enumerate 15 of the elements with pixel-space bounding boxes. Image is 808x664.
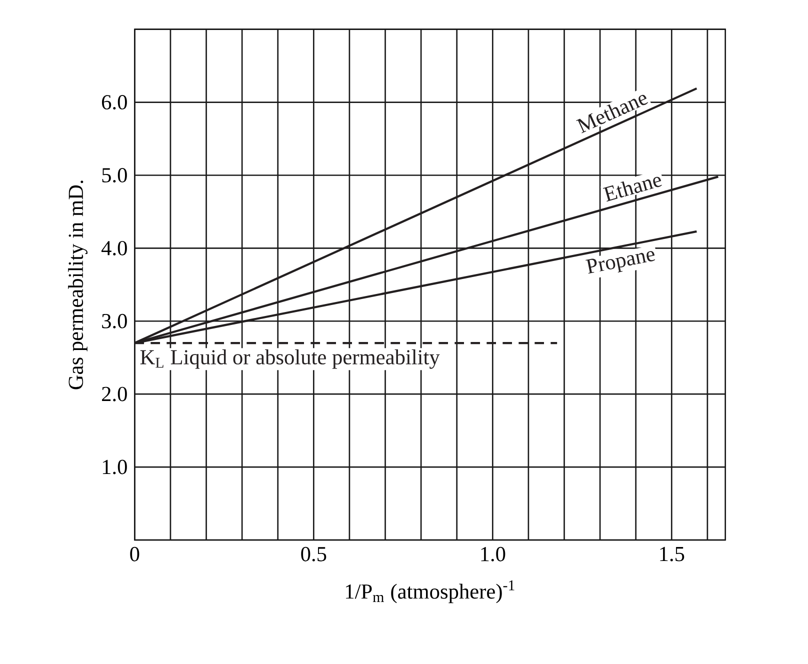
y-tick-label: 3.0 [102,314,127,328]
x-tick-label: 1.5 [660,546,684,562]
x-axis-title: 1/P$_{m}$ (atmosphere)$^{-1}$ [346,580,514,604]
x-tick-label: 0 [130,546,140,562]
y-axis-title: Gas permeability in mD. [68,180,88,390]
text: Ethane [602,176,662,202]
y-tick-label: 2.0 [102,386,127,402]
y-tick-label: 4.0 [101,240,127,256]
series-label: K$_{L}$ Liquid or absolute permeability [140,349,440,369]
x-tick-label: 1.0 [481,546,506,562]
y-tick-label: 1.0 [102,460,127,474]
x-tick-label: 0.5 [301,546,326,562]
y-tick-label: 5.0 [102,168,127,182]
text: Propane [586,251,656,274]
y-tick-label: 6.0 [102,95,127,110]
